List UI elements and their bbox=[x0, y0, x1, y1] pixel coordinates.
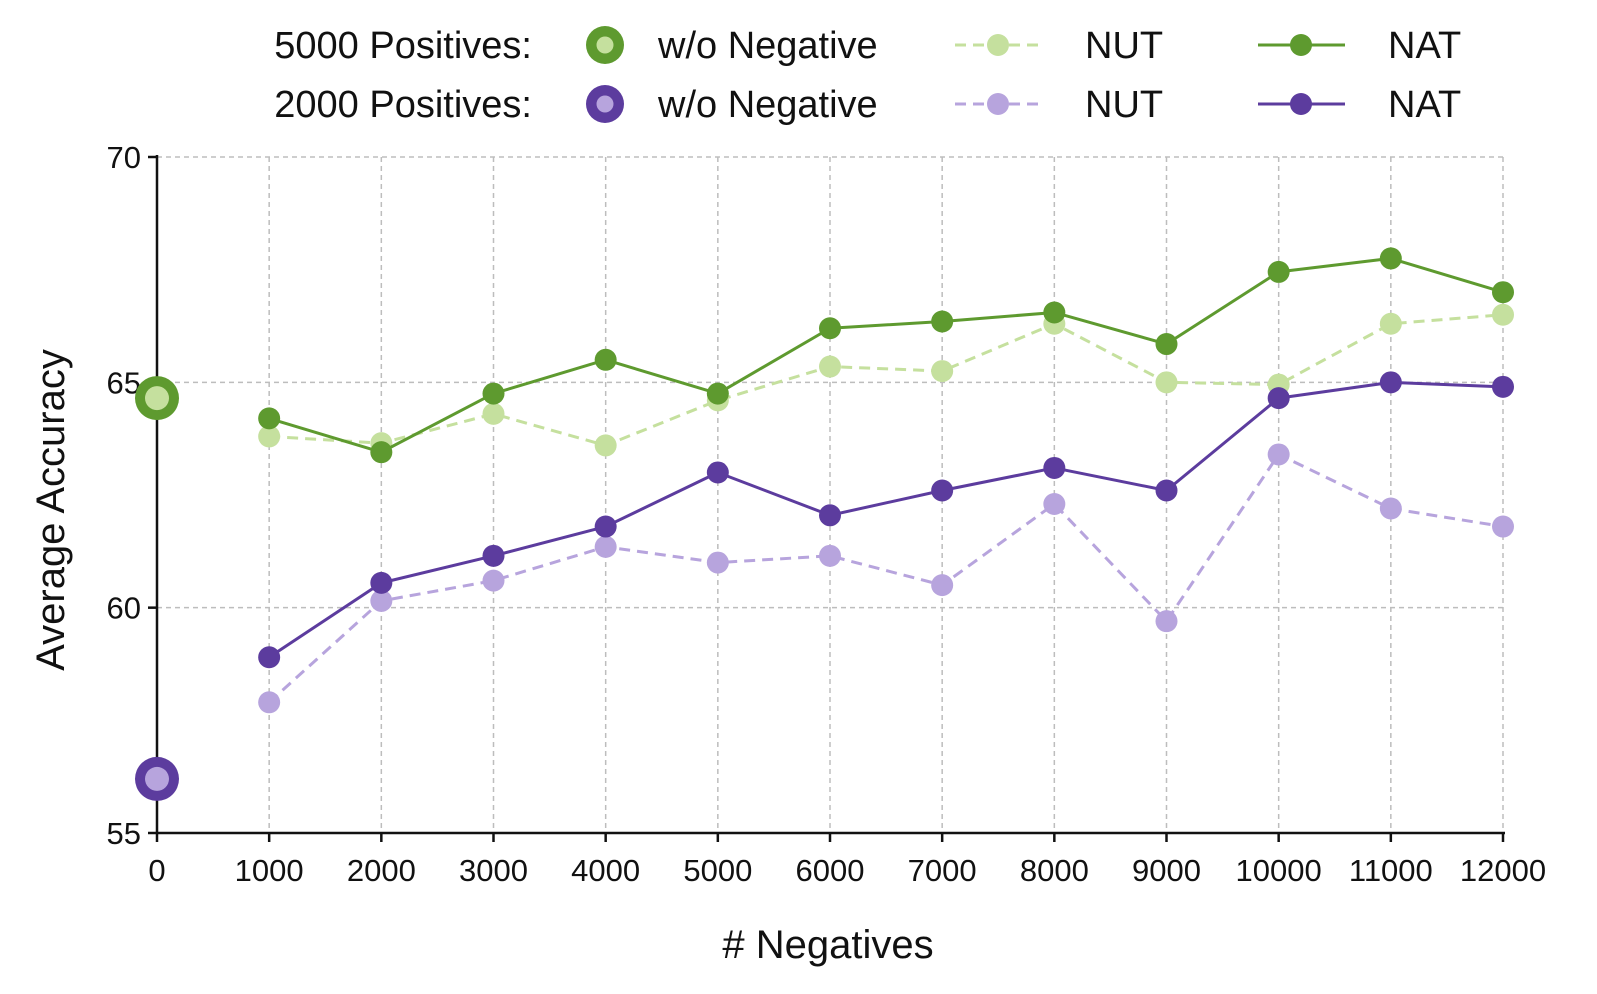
legend-marker-baseline-inner bbox=[596, 95, 614, 113]
data-point bbox=[1155, 479, 1178, 502]
x-tick-label: 9000 bbox=[1132, 853, 1201, 888]
data-point bbox=[1155, 371, 1178, 394]
x-tick-label: 5000 bbox=[683, 853, 752, 888]
data-point bbox=[931, 360, 954, 383]
legend-label-nat: NAT bbox=[1388, 25, 1461, 67]
data-point bbox=[931, 574, 954, 597]
data-point bbox=[1379, 312, 1402, 335]
legend-marker-nut bbox=[987, 34, 1009, 56]
legend-marker-baseline-inner bbox=[596, 36, 614, 54]
data-point bbox=[370, 571, 393, 594]
series-line bbox=[268, 256, 1504, 454]
data-point bbox=[819, 504, 841, 527]
data-point bbox=[482, 569, 505, 592]
axes: 0 1000 2000 3000 4000 5000 6000 7000 8000 9000 100… bbox=[107, 140, 1547, 888]
baseline-inner bbox=[145, 766, 169, 791]
data-point bbox=[1043, 493, 1066, 516]
y-axis-title: Average Accuracy bbox=[29, 349, 73, 671]
x-tick-label: 8000 bbox=[1020, 853, 1089, 888]
data-point bbox=[594, 535, 617, 558]
data-point bbox=[594, 434, 617, 457]
grid bbox=[157, 156, 1504, 833]
x-tick-label: 2000 bbox=[347, 853, 416, 888]
legend-label-baseline: w/o Negative bbox=[657, 84, 878, 126]
data-point bbox=[482, 402, 505, 425]
data-point bbox=[706, 461, 729, 484]
data-point bbox=[1155, 333, 1178, 356]
legend-label-nat: NAT bbox=[1388, 84, 1461, 126]
data-point bbox=[370, 441, 393, 464]
data-point bbox=[258, 646, 281, 669]
data-point bbox=[258, 691, 281, 714]
legend: 5000 Positives: 2000 Positives: w/o Negati… bbox=[274, 25, 1461, 126]
data-point bbox=[258, 407, 281, 430]
data-point bbox=[1267, 443, 1290, 466]
baseline-marker bbox=[135, 376, 179, 421]
series-line bbox=[268, 452, 1504, 704]
y-tick-label: 55 bbox=[107, 816, 141, 851]
legend-label-baseline: w/o Negative bbox=[657, 25, 878, 67]
data-point bbox=[594, 515, 617, 538]
data-point bbox=[1379, 497, 1402, 520]
data-point bbox=[594, 348, 617, 371]
data-point bbox=[706, 382, 729, 405]
data-point bbox=[1267, 387, 1290, 410]
data-point bbox=[931, 310, 954, 333]
baseline-marker bbox=[135, 756, 179, 801]
y-tick-label: 65 bbox=[107, 365, 141, 400]
x-tick-label: 6000 bbox=[796, 853, 865, 888]
data-point bbox=[819, 355, 841, 378]
legend-label-nut: NUT bbox=[1085, 84, 1163, 126]
data-point bbox=[1492, 375, 1514, 398]
x-tick-label: 3000 bbox=[459, 853, 528, 888]
baseline-layer bbox=[135, 376, 179, 801]
data-point bbox=[1379, 371, 1402, 394]
series-line bbox=[268, 380, 1504, 659]
y-tick-label: 70 bbox=[107, 140, 141, 175]
legend-row-label: 5000 Positives: bbox=[274, 25, 532, 67]
data-point bbox=[1492, 303, 1514, 326]
x-tick-label: 1000 bbox=[235, 853, 304, 888]
data-point bbox=[819, 317, 841, 340]
x-axis-title: # Negatives bbox=[722, 923, 933, 967]
data-point bbox=[482, 544, 505, 567]
x-tick-label: 10000 bbox=[1236, 853, 1322, 888]
baseline-inner bbox=[145, 386, 169, 411]
series-line bbox=[269, 313, 1504, 447]
data-point bbox=[1267, 260, 1290, 283]
data-point bbox=[1155, 610, 1178, 633]
data-point bbox=[1379, 247, 1402, 270]
series-nut-pos2000 bbox=[258, 443, 1514, 714]
data-point bbox=[1043, 301, 1066, 324]
series-layer bbox=[258, 247, 1514, 714]
series-nat-pos2000 bbox=[258, 371, 1514, 669]
series-nat-pos5000 bbox=[258, 247, 1514, 464]
legend-marker-nat bbox=[1290, 93, 1312, 115]
x-tick-label: 7000 bbox=[908, 853, 977, 888]
x-tick-label: 12000 bbox=[1460, 853, 1546, 888]
x-tick-label: 11000 bbox=[1349, 853, 1433, 888]
x-tick-label: 4000 bbox=[571, 853, 640, 888]
legend-label-nut: NUT bbox=[1085, 25, 1163, 67]
legend-marker-nat bbox=[1290, 34, 1312, 56]
data-point bbox=[1043, 456, 1066, 479]
data-point bbox=[1492, 515, 1514, 538]
data-point bbox=[819, 544, 841, 567]
data-point bbox=[931, 479, 954, 502]
data-point bbox=[1492, 281, 1514, 304]
data-point bbox=[258, 425, 281, 448]
legend-row-label: 2000 Positives: bbox=[274, 84, 532, 126]
x-tick-label: 0 bbox=[148, 853, 165, 888]
data-point bbox=[706, 551, 729, 574]
series-nut-pos5000 bbox=[258, 303, 1514, 457]
data-point bbox=[482, 382, 505, 405]
y-tick-label: 60 bbox=[107, 591, 141, 626]
data-point bbox=[370, 589, 393, 612]
legend-marker-nut bbox=[987, 93, 1009, 115]
